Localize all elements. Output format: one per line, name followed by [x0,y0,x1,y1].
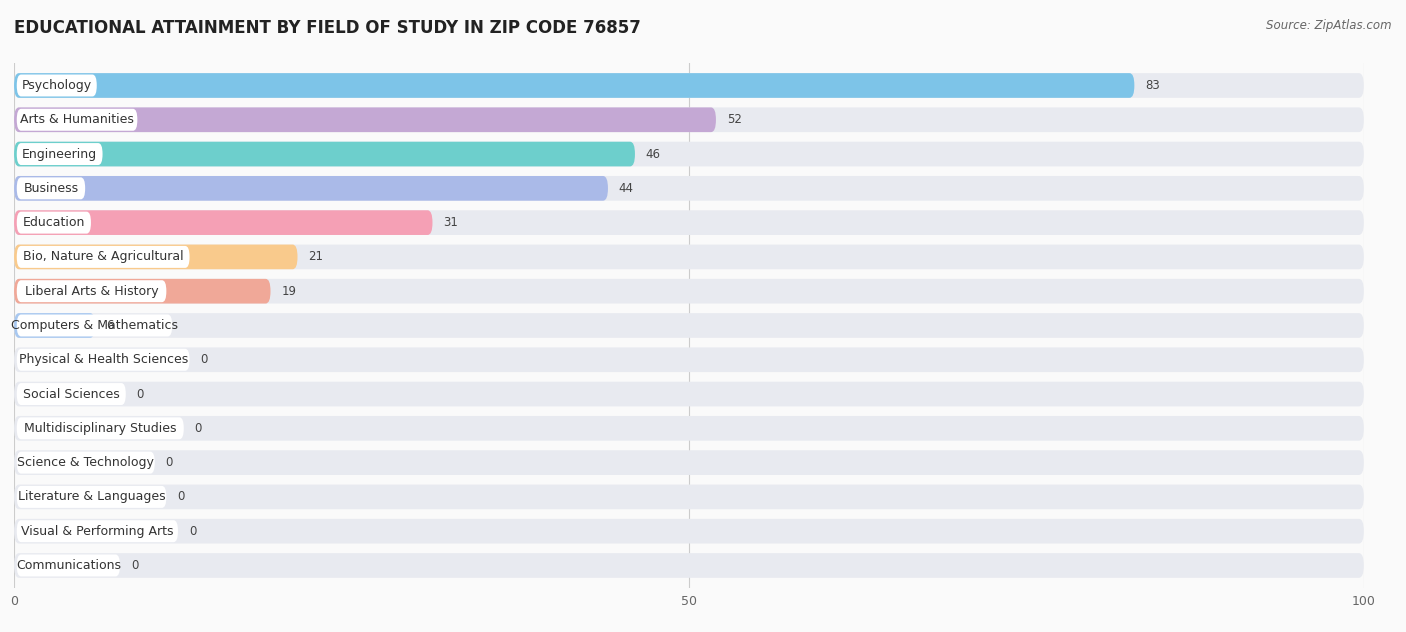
Text: 21: 21 [308,250,323,264]
FancyBboxPatch shape [14,416,1364,441]
Text: 83: 83 [1144,79,1160,92]
FancyBboxPatch shape [17,554,120,576]
FancyBboxPatch shape [17,109,138,131]
Text: 44: 44 [619,182,634,195]
FancyBboxPatch shape [17,315,172,336]
Text: Source: ZipAtlas.com: Source: ZipAtlas.com [1267,19,1392,32]
Text: 0: 0 [194,422,202,435]
FancyBboxPatch shape [14,73,1364,98]
FancyBboxPatch shape [14,313,96,338]
FancyBboxPatch shape [14,210,1364,235]
Text: EDUCATIONAL ATTAINMENT BY FIELD OF STUDY IN ZIP CODE 76857: EDUCATIONAL ATTAINMENT BY FIELD OF STUDY… [14,19,641,37]
FancyBboxPatch shape [17,452,155,473]
FancyBboxPatch shape [14,73,1135,98]
FancyBboxPatch shape [14,313,1364,338]
FancyBboxPatch shape [14,279,270,303]
FancyBboxPatch shape [14,279,1364,303]
FancyBboxPatch shape [17,178,86,199]
Text: Psychology: Psychology [21,79,91,92]
FancyBboxPatch shape [17,75,97,97]
FancyBboxPatch shape [17,520,179,542]
Text: Bio, Nature & Agricultural: Bio, Nature & Agricultural [22,250,183,264]
FancyBboxPatch shape [14,210,433,235]
Text: Liberal Arts & History: Liberal Arts & History [25,284,159,298]
Text: 46: 46 [645,147,661,161]
FancyBboxPatch shape [14,142,1364,166]
Text: Education: Education [22,216,84,229]
FancyBboxPatch shape [17,417,184,439]
Text: Visual & Performing Arts: Visual & Performing Arts [21,525,173,538]
Text: Literature & Languages: Literature & Languages [18,490,166,504]
FancyBboxPatch shape [17,246,190,268]
FancyBboxPatch shape [14,485,1364,509]
FancyBboxPatch shape [14,519,1364,544]
FancyBboxPatch shape [14,176,1364,201]
FancyBboxPatch shape [17,349,190,371]
FancyBboxPatch shape [14,245,1364,269]
Text: 0: 0 [166,456,173,469]
FancyBboxPatch shape [17,212,91,234]
FancyBboxPatch shape [14,107,716,132]
FancyBboxPatch shape [17,280,166,302]
FancyBboxPatch shape [14,176,607,201]
Text: Engineering: Engineering [22,147,97,161]
FancyBboxPatch shape [14,245,298,269]
Text: 0: 0 [131,559,138,572]
Text: 0: 0 [188,525,195,538]
Text: 19: 19 [281,284,297,298]
Text: Communications: Communications [15,559,121,572]
FancyBboxPatch shape [14,382,1364,406]
FancyBboxPatch shape [14,553,1364,578]
FancyBboxPatch shape [17,486,166,508]
Text: Arts & Humanities: Arts & Humanities [20,113,134,126]
Text: Business: Business [24,182,79,195]
Text: Computers & Mathematics: Computers & Mathematics [11,319,179,332]
Text: Physical & Health Sciences: Physical & Health Sciences [18,353,188,367]
Text: 31: 31 [443,216,458,229]
Text: 0: 0 [177,490,184,504]
Text: 0: 0 [201,353,208,367]
FancyBboxPatch shape [14,450,1364,475]
FancyBboxPatch shape [14,107,1364,132]
FancyBboxPatch shape [14,142,636,166]
Text: 6: 6 [105,319,114,332]
Text: Multidisciplinary Studies: Multidisciplinary Studies [24,422,177,435]
Text: Social Sciences: Social Sciences [22,387,120,401]
FancyBboxPatch shape [17,143,103,165]
Text: Science & Technology: Science & Technology [17,456,155,469]
Text: 52: 52 [727,113,741,126]
FancyBboxPatch shape [17,383,125,405]
FancyBboxPatch shape [14,348,1364,372]
Text: 0: 0 [136,387,143,401]
